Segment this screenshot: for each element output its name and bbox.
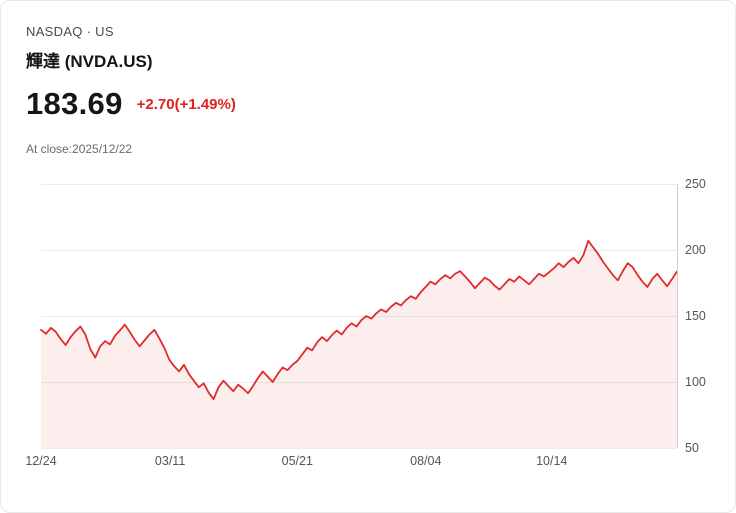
x-axis-label: 12/24 [25, 454, 57, 468]
gridline [41, 382, 677, 383]
gridline [41, 448, 677, 449]
y-axis-label: 100 [685, 375, 706, 389]
y-axis-label: 50 [685, 441, 699, 455]
exchange-label: NASDAQ · US [26, 24, 114, 39]
plot-area[interactable] [41, 184, 678, 449]
last-price: 183.69 [26, 86, 123, 121]
x-axis-label: 10/14 [536, 454, 568, 468]
gridline [41, 184, 677, 185]
y-axis-label: 200 [685, 243, 706, 257]
x-axis-label: 05/21 [281, 454, 313, 468]
y-axis-label: 150 [685, 309, 706, 323]
right-axis-line [677, 184, 678, 448]
x-axis-label: 03/11 [154, 454, 186, 468]
gridline [41, 250, 677, 251]
as-of-label: At close:2025/12/22 [26, 142, 133, 156]
x-axis-label: 08/04 [410, 454, 442, 468]
stock-name: 輝達 (NVDA.US) [26, 52, 153, 71]
price-change: +2.70(+1.49%) [136, 95, 236, 113]
price-line-path [41, 241, 677, 399]
price-chart-svg [41, 184, 677, 448]
gridline [41, 316, 677, 317]
y-axis-label: 250 [685, 177, 706, 191]
price-area-path [41, 240, 677, 448]
price-row: 183.69 +2.70(+1.49%) [26, 86, 236, 122]
